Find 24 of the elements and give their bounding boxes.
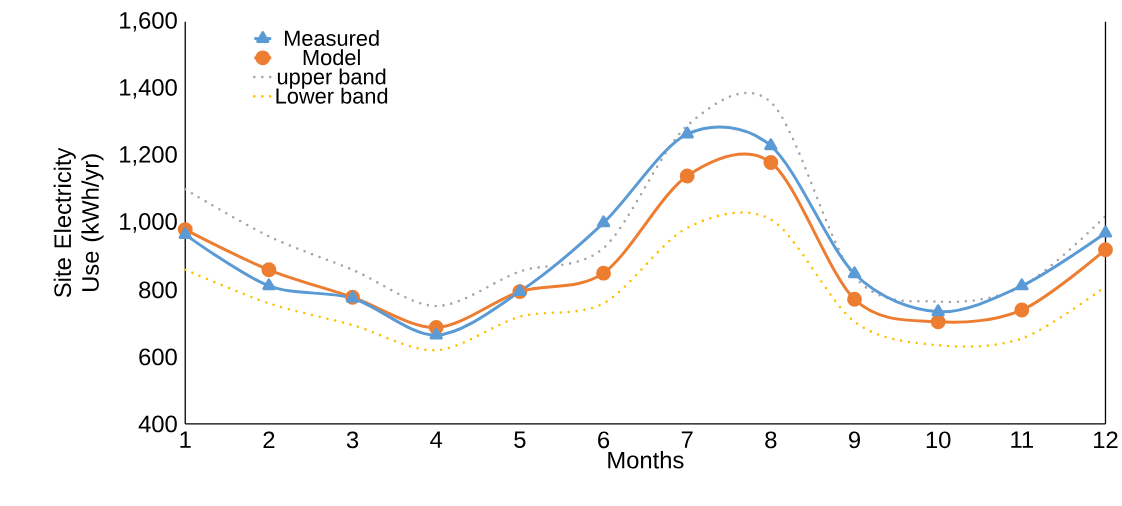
y-tick-label: 400 [138, 415, 177, 433]
x-tick-label: 9 [849, 431, 860, 449]
y-tick-label: 1,000 [120, 212, 177, 233]
y-tick-label: 600 [139, 348, 177, 366]
y-tick-label: 1,400 [120, 78, 177, 99]
legend-label: Measured [284, 29, 379, 46]
y-tick-label: 1,200 [120, 145, 177, 166]
x-tick-label: 11 [1011, 431, 1033, 448]
x-tick-label: 6 [598, 431, 610, 449]
x-tick-label: 1 [180, 431, 191, 448]
x-tick-label: 2 [263, 431, 275, 448]
x-tick-label: 12 [1094, 431, 1118, 448]
x-tick-label: 3 [346, 431, 359, 449]
legend-label: Model [303, 49, 360, 66]
x-axis-title: Months [608, 451, 684, 469]
x-tick-label: 4 [430, 431, 443, 448]
legend-label: Lower band [276, 87, 388, 104]
x-tick-label: 5 [514, 431, 526, 448]
x-tick-label: 7 [681, 431, 693, 448]
x-tick-label: 10 [926, 431, 951, 449]
x-tick-label: 8 [765, 431, 777, 449]
y-axis-title: Site Electricity Use (kWh/yr) [53, 147, 104, 298]
y-tick-label: 1,600 [120, 11, 177, 32]
y-tick-label: 800 [139, 281, 177, 299]
